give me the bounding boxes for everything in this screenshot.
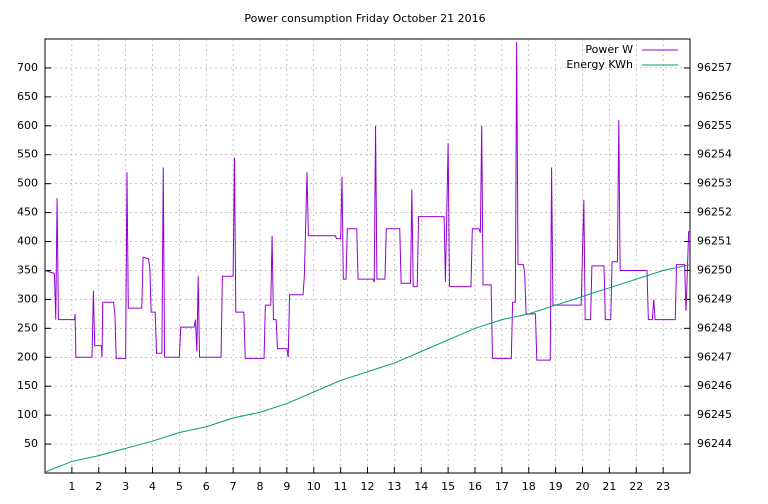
x-tick-label: 20 (576, 480, 590, 493)
x-tick-label: 6 (203, 480, 210, 493)
x-tick-label: 1 (68, 480, 75, 493)
y2-tick-label: 96247 (697, 350, 732, 363)
y2-tick-label: 96254 (697, 148, 732, 161)
x-tick-label: 2 (95, 480, 102, 493)
x-tick-label: 12 (361, 480, 375, 493)
y2-tick-label: 96250 (697, 263, 732, 276)
x-tick-label: 5 (176, 480, 183, 493)
y-tick-label: 600 (17, 119, 38, 132)
y2-tick-label: 96246 (697, 379, 732, 392)
x-tick-label: 17 (495, 480, 509, 493)
x-tick-label: 19 (549, 480, 563, 493)
x-tick-label: 21 (602, 480, 616, 493)
y2-tick-label: 96251 (697, 235, 732, 248)
y-tick-label: 300 (17, 292, 38, 305)
y2-tick-label: 96255 (697, 119, 732, 132)
series-line (44, 264, 691, 473)
x-tick-label: 7 (230, 480, 237, 493)
y2-tick-label: 96249 (697, 292, 732, 305)
x-tick-label: 22 (629, 480, 643, 493)
plot-border (44, 38, 691, 474)
y-tick-label: 150 (17, 379, 38, 392)
x-tick-label: 3 (122, 480, 129, 493)
y2-tick-label: 96245 (697, 408, 732, 421)
x-tick-label: 9 (283, 480, 290, 493)
y-tick-label: 700 (17, 61, 38, 74)
legend-label: Energy KWh (566, 58, 633, 71)
y-tick-label: 250 (17, 321, 38, 334)
y-tick-label: 200 (17, 350, 38, 363)
y-tick-label: 500 (17, 177, 38, 190)
y-tick-label: 50 (24, 437, 38, 450)
x-tick-label: 14 (414, 480, 428, 493)
y2-tick-label: 96253 (697, 177, 732, 190)
y2-tick-label: 96248 (697, 321, 732, 334)
x-tick-label: 23 (656, 480, 670, 493)
y-tick-label: 400 (17, 235, 38, 248)
y-tick-label: 550 (17, 148, 38, 161)
series-line (44, 41, 690, 361)
y2-tick-label: 96252 (697, 206, 732, 219)
x-tick-label: 11 (334, 480, 348, 493)
y2-tick-label: 96257 (697, 61, 732, 74)
y2-tick-label: 96244 (697, 437, 732, 450)
x-tick-label: 13 (387, 480, 401, 493)
y-tick-label: 450 (17, 206, 38, 219)
x-tick-label: 15 (441, 480, 455, 493)
x-tick-label: 18 (522, 480, 536, 493)
x-tick-label: 8 (257, 480, 264, 493)
legend-label: Power W (585, 43, 633, 56)
y-tick-label: 100 (17, 408, 38, 421)
x-tick-label: 10 (307, 480, 321, 493)
y-tick-label: 350 (17, 263, 38, 276)
chart-title: Power consumption Friday October 21 2016 (244, 12, 485, 25)
y-tick-label: 650 (17, 90, 38, 103)
y2-tick-label: 96256 (697, 90, 732, 103)
x-tick-label: 16 (468, 480, 482, 493)
x-tick-label: 4 (149, 480, 156, 493)
